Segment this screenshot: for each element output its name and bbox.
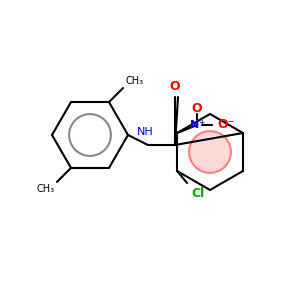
Circle shape: [189, 131, 231, 173]
Text: O: O: [170, 80, 180, 93]
Text: CH₃: CH₃: [37, 184, 55, 194]
Text: O: O: [192, 103, 203, 116]
Text: N⁺: N⁺: [190, 120, 205, 130]
Text: CH₃: CH₃: [125, 76, 143, 86]
Text: NH: NH: [136, 127, 153, 137]
Text: Cl: Cl: [191, 187, 204, 200]
Text: O⁻: O⁻: [217, 118, 234, 131]
